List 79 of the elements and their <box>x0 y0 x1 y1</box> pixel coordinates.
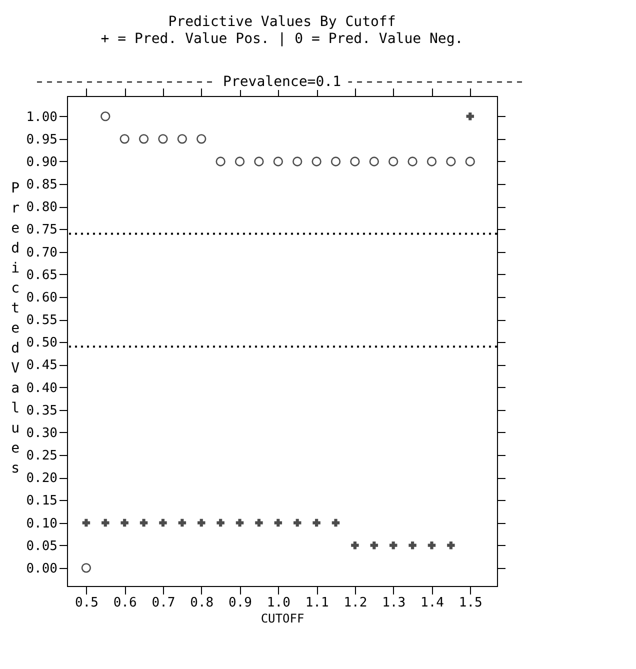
point <box>428 541 436 550</box>
x-tick-label: 1.2 <box>344 596 368 610</box>
point <box>234 156 245 166</box>
x-tick-label: 1.1 <box>305 596 329 610</box>
y-tick-label: 0.30 <box>26 426 58 441</box>
x-tick-label: 1.5 <box>458 596 482 610</box>
text: Prevalence=0.1 <box>222 74 342 90</box>
point <box>369 156 379 166</box>
y-tick-label: 0.90 <box>26 154 58 170</box>
point <box>159 518 167 527</box>
point <box>255 518 263 527</box>
point <box>158 134 168 144</box>
point <box>292 156 302 166</box>
point <box>100 112 110 122</box>
point <box>81 563 92 573</box>
x-tick-label: 1.0 <box>266 596 290 610</box>
y-tick-label: 0.70 <box>26 245 58 260</box>
point <box>274 518 282 527</box>
x-tick-label: 0.7 <box>152 596 176 610</box>
y-tick-label: 0.65 <box>26 268 58 283</box>
point <box>273 156 283 166</box>
x-tick-label: 0.6 <box>113 596 137 610</box>
x-tick-label: 1.4 <box>420 596 444 610</box>
point <box>465 156 475 166</box>
point <box>120 518 128 527</box>
point <box>426 156 437 166</box>
point <box>388 156 398 166</box>
y-tick-label: 0.20 <box>26 471 58 486</box>
point <box>350 156 360 166</box>
y-tick-label: 0.25 <box>26 448 58 464</box>
point <box>216 156 226 166</box>
y-tick-label: 0.35 <box>26 403 58 418</box>
point <box>216 518 224 527</box>
y-tick-label: 0.40 <box>26 380 58 396</box>
y-tick-label: 0.15 <box>26 494 58 509</box>
point <box>293 518 302 527</box>
point <box>370 541 378 550</box>
y-tick-label: 0.50 <box>26 336 58 351</box>
x-tick-label: 0.8 <box>190 596 214 610</box>
point <box>138 134 149 144</box>
point <box>178 518 186 527</box>
text: Predicted Values <box>11 180 20 476</box>
point <box>140 518 148 527</box>
point <box>332 518 340 527</box>
y-tick-label: 0.85 <box>26 178 58 193</box>
point <box>408 156 418 166</box>
point <box>120 134 130 144</box>
x-tick-label: 1.3 <box>382 596 406 610</box>
point <box>447 541 455 550</box>
point <box>82 518 90 527</box>
y-tick-label: 0.60 <box>26 290 58 306</box>
x-tick-label: 0.5 <box>74 596 98 610</box>
chart-title: Predictive Values By Cutoff <box>168 14 396 30</box>
y-tick-label: 0.55 <box>26 313 58 328</box>
y-tick-label: 0.45 <box>26 358 58 374</box>
point <box>466 112 474 120</box>
point <box>254 156 264 166</box>
point <box>408 541 416 550</box>
y-tick-label: 0.95 <box>26 132 58 148</box>
point <box>312 518 320 527</box>
x-axis-title: CUTOFF <box>260 612 304 626</box>
point <box>236 518 244 527</box>
y-tick-label: 0.05 <box>26 538 58 554</box>
y-tick-label: 0.00 <box>26 561 58 576</box>
x-tick-label: 0.9 <box>228 596 252 610</box>
point <box>198 518 206 527</box>
point <box>330 156 341 166</box>
y-tick-label: 0.10 <box>26 516 58 532</box>
y-tick-label: 0.80 <box>26 200 58 216</box>
point <box>446 156 456 166</box>
point <box>389 541 398 550</box>
chart-subtitle: + = Pred. Value Pos. | 0 = Pred. Value Neg. <box>100 31 464 47</box>
point <box>102 518 110 527</box>
y-tick-label: 0.75 <box>26 222 58 238</box>
point <box>312 156 322 166</box>
point <box>351 541 359 550</box>
y-tick-label: 1.00 <box>26 110 58 125</box>
point <box>196 134 206 144</box>
point <box>177 134 188 144</box>
